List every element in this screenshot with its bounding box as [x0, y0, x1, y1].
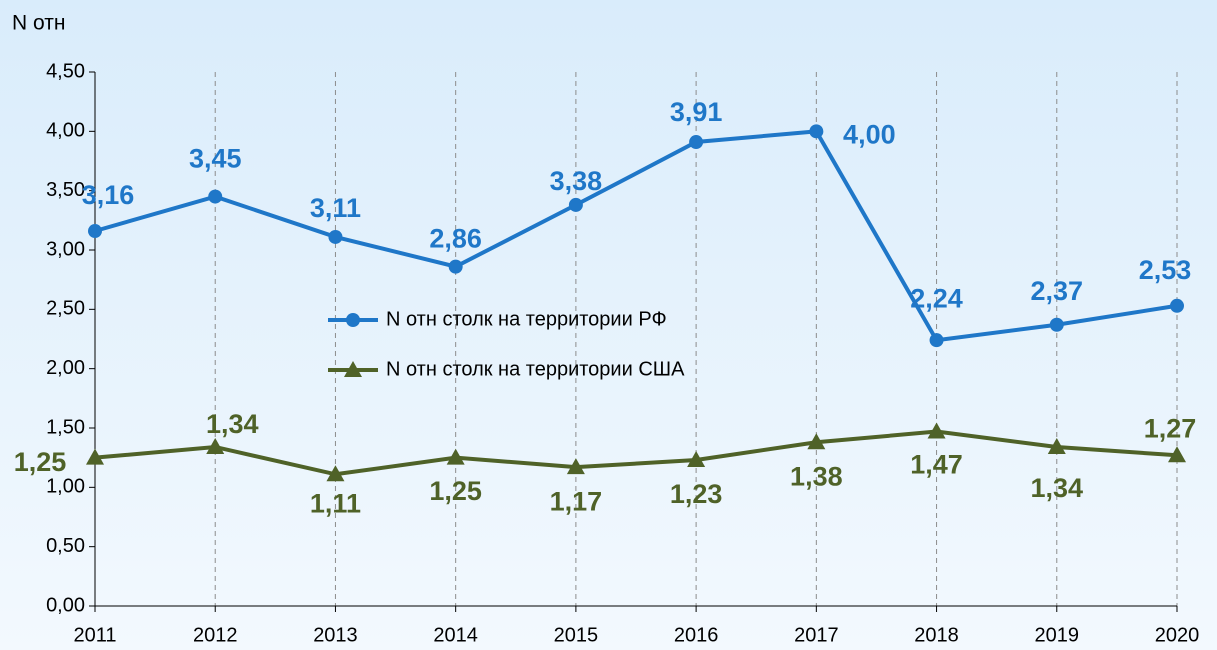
y-tick-label: 4,00 [46, 120, 85, 142]
data-label: 2,53 [1139, 255, 1192, 285]
x-tick-label: 2019 [1035, 624, 1080, 646]
series-line [94, 129, 1178, 343]
point [689, 135, 704, 150]
point [88, 224, 102, 239]
data-label: 4,00 [843, 119, 896, 149]
point [927, 422, 946, 439]
point [568, 197, 583, 212]
point [328, 229, 343, 244]
point [566, 458, 585, 475]
data-label: 1,17 [550, 486, 603, 516]
x-tick-label: 2015 [554, 624, 599, 646]
point [687, 451, 706, 468]
y-axis-title: N отн [12, 12, 65, 35]
y-tick-label: 1,50 [46, 416, 85, 438]
data-label: 2,86 [429, 224, 482, 254]
x-tick-label: 2016 [674, 624, 719, 646]
data-label: 1,38 [790, 461, 843, 491]
data-label: 3,38 [550, 166, 603, 196]
data-label: 1,47 [910, 450, 963, 480]
x-tick-label: 2011 [73, 624, 116, 646]
data-label: 1,34 [206, 409, 259, 439]
point [344, 361, 362, 377]
x-tick-label: 2017 [794, 624, 839, 646]
data-label: 3,11 [310, 193, 361, 223]
point [1170, 298, 1184, 313]
x-tick-label: 2020 [1155, 624, 1200, 646]
y-tick-label: 0,00 [46, 594, 85, 616]
y-tick-label: 3,50 [46, 179, 85, 201]
y-tick-label: 1,00 [46, 476, 85, 498]
data-label: 1,23 [670, 479, 723, 509]
y-tick-label: 2,50 [46, 298, 85, 320]
series-line [94, 429, 1178, 477]
point [326, 465, 345, 482]
point [206, 437, 225, 454]
point [346, 313, 360, 327]
data-label: 1,34 [1030, 473, 1083, 503]
x-tick-label: 2012 [193, 624, 238, 646]
point [448, 259, 463, 274]
y-tick-label: 0,50 [46, 535, 85, 557]
point [809, 124, 824, 139]
data-label: 3,91 [670, 97, 723, 127]
y-tick-label: 3,00 [46, 238, 85, 260]
x-tick-label: 2018 [914, 624, 959, 646]
point [807, 433, 826, 450]
point [929, 333, 944, 348]
y-tick-label: 4,50 [46, 60, 85, 82]
x-tick-label: 2013 [313, 624, 358, 646]
data-label: 1,25 [429, 476, 482, 506]
point [208, 189, 223, 204]
data-label: 1,25 [14, 447, 67, 477]
point [1168, 446, 1186, 463]
legend-label: N отн столк на территории РФ [386, 308, 667, 330]
data-label: 1,11 [310, 488, 361, 518]
y-tick-label: 2,00 [46, 357, 85, 379]
point [86, 448, 104, 465]
data-label: 2,24 [910, 283, 963, 313]
legend-label: N отн столк на территории США [386, 358, 685, 380]
point [1049, 317, 1064, 332]
data-label: 1,27 [1144, 413, 1197, 443]
x-tick-label: 2014 [433, 624, 478, 646]
data-label: 3,45 [189, 144, 242, 174]
point [1047, 437, 1066, 454]
point [446, 448, 465, 465]
data-label: 3,16 [82, 180, 135, 210]
data-label: 2,37 [1030, 276, 1083, 306]
